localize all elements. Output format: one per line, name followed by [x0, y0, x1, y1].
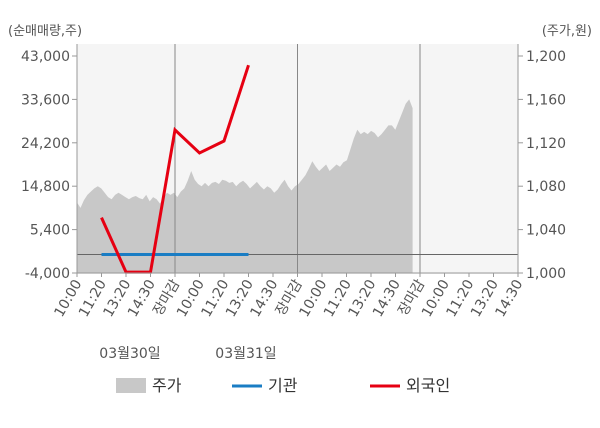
left-tick-label: -4,000: [25, 266, 70, 282]
legend-swatch-price: [116, 378, 146, 393]
series-line-layer: [100, 64, 250, 274]
price-area: [77, 99, 413, 274]
left-tick-label: 33,600: [21, 92, 70, 108]
right-tick-label: 1,000: [526, 266, 566, 282]
left-tick-label: 43,000: [21, 49, 70, 65]
right-tick-label: 1,160: [526, 92, 566, 108]
right-tick-label: 1,200: [526, 49, 566, 65]
legend: 주가 기관 외국인: [116, 376, 450, 395]
right-tick-label: 1,040: [526, 223, 566, 239]
legend-label-institution: 기관: [268, 376, 298, 395]
legend-label-price: 주가: [152, 376, 182, 395]
right-axis-unit-label: (주가,원): [542, 24, 592, 39]
legend-label-foreign: 외국인: [406, 376, 450, 395]
right-tick-label: 1,120: [526, 136, 566, 152]
foreign-investor-line: [100, 64, 250, 274]
date-label-2: 03월31일: [215, 346, 276, 362]
date-label-1: 03월30일: [99, 346, 160, 362]
left-tick-label: 5,400: [30, 223, 70, 239]
left-tick-label: 14,800: [21, 179, 70, 195]
left-axis-unit-label: (순매매량,주): [8, 24, 82, 39]
left-axis-ticks: 43,000 33,600 24,200 14,800 5,400 -4,000: [21, 49, 77, 282]
price-area-layer: [77, 99, 413, 274]
right-axis-ticks: 1,200 1,160 1,120 1,080 1,040 1,000: [518, 49, 566, 282]
right-tick-label: 1,080: [526, 179, 566, 195]
x-axis-ticks: 10:0011:2013:2014:30장마감10:0011:2013:2014…: [51, 273, 526, 320]
left-tick-label: 24,200: [21, 136, 70, 152]
